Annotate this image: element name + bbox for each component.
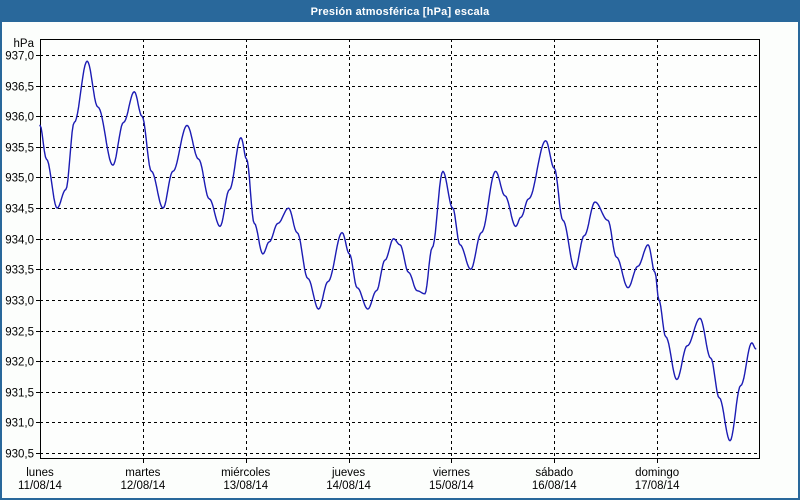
axis-labels: 937,0 936,5 936,0 935,5 935,0 934,5 934,0 933,5… xyxy=(5,38,680,492)
svg-text:hPa: hPa xyxy=(14,38,35,50)
svg-text:jueves: jueves xyxy=(331,467,365,479)
svg-text:937,0: 937,0 xyxy=(5,51,34,63)
svg-text:931,5: 931,5 xyxy=(5,388,34,400)
svg-text:936,5: 936,5 xyxy=(5,82,34,94)
svg-text:14/08/14: 14/08/14 xyxy=(326,480,371,492)
svg-text:viernes: viernes xyxy=(433,467,470,479)
svg-text:11/08/14: 11/08/14 xyxy=(18,480,63,492)
svg-text:12/08/14: 12/08/14 xyxy=(120,480,165,492)
pressure-chart: 937,0 936,5 936,0 935,5 935,0 934,5 934,0 933,5… xyxy=(5,38,760,492)
svg-text:933,0: 933,0 xyxy=(5,296,34,308)
axis-layer xyxy=(36,39,760,463)
svg-text:martes: martes xyxy=(125,467,160,479)
title-bar: Presión atmosférica [hPa] escala xyxy=(2,2,798,22)
window-title: Presión atmosférica [hPa] escala xyxy=(310,6,490,18)
svg-text:936,0: 936,0 xyxy=(5,112,34,124)
svg-text:13/08/14: 13/08/14 xyxy=(223,480,268,492)
svg-text:16/08/14: 16/08/14 xyxy=(532,480,577,492)
svg-text:lunes: lunes xyxy=(26,467,54,479)
svg-text:934,5: 934,5 xyxy=(5,204,34,216)
svg-text:933,5: 933,5 xyxy=(5,265,34,277)
svg-text:15/08/14: 15/08/14 xyxy=(429,480,474,492)
svg-text:935,0: 935,0 xyxy=(5,173,34,185)
svg-text:domingo: domingo xyxy=(635,467,679,479)
svg-text:932,5: 932,5 xyxy=(5,327,34,339)
plot-background xyxy=(40,39,760,459)
svg-text:934,0: 934,0 xyxy=(5,235,34,247)
chart-area: 937,0 936,5 936,0 935,5 935,0 934,5 934,0 933,5… xyxy=(2,22,798,498)
svg-text:miércoles: miércoles xyxy=(221,467,270,479)
svg-text:sábado: sábado xyxy=(535,467,573,479)
svg-text:17/08/14: 17/08/14 xyxy=(635,480,680,492)
svg-text:931,0: 931,0 xyxy=(5,418,34,430)
pressure-line xyxy=(39,60,757,442)
svg-text:932,0: 932,0 xyxy=(5,357,34,369)
svg-text:930,5: 930,5 xyxy=(5,449,34,461)
svg-text:935,5: 935,5 xyxy=(5,143,34,155)
grid-layer xyxy=(40,39,760,459)
